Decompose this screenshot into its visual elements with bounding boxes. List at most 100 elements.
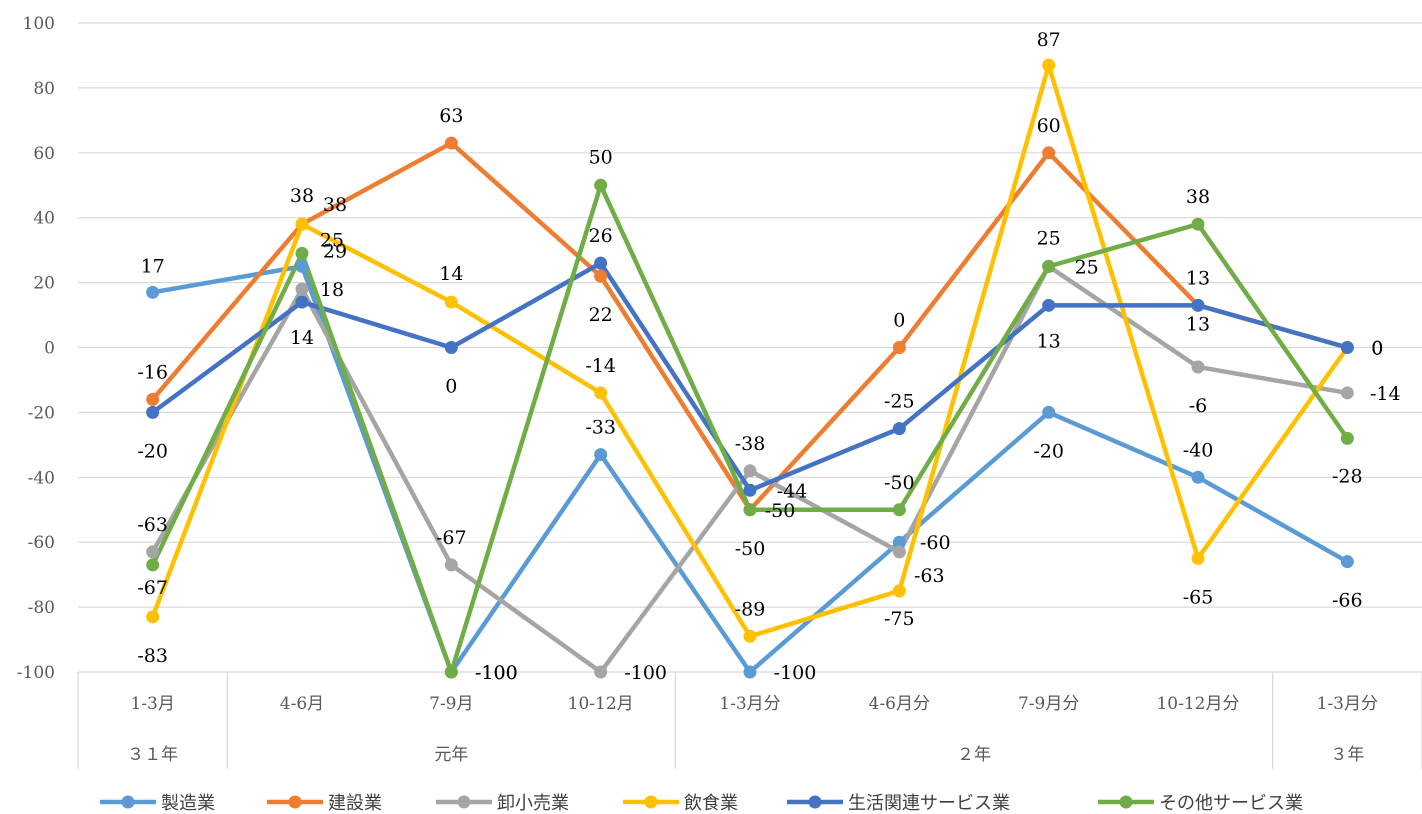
- data-point: [1042, 146, 1056, 160]
- group-label: ３１年: [127, 745, 178, 765]
- data-point: [1191, 551, 1205, 565]
- y-axis: 100 80 60 40 20 0 -20 -40 -60 -80 -100: [17, 14, 55, 683]
- data-point: [892, 545, 906, 559]
- data-label: 13: [1037, 330, 1061, 352]
- y-tick-label: -80: [28, 598, 55, 618]
- data-point: [1340, 386, 1354, 400]
- data-point: [594, 269, 608, 283]
- y-tick-label: -40: [28, 468, 55, 488]
- data-point: [1042, 405, 1056, 419]
- x-tick-label: 10-12月: [568, 694, 634, 714]
- data-label: 38: [290, 185, 314, 207]
- data-point: [892, 503, 906, 517]
- y-tick-label: -100: [17, 663, 55, 683]
- legend-label: 生活関連サービス業: [848, 793, 1010, 814]
- x-tick-label: 7-9月: [429, 694, 473, 714]
- y-tick-label: 100: [23, 14, 55, 34]
- data-point: [1340, 555, 1354, 569]
- legend-label: 製造業: [161, 793, 215, 814]
- legend-label: 飲食業: [684, 793, 738, 814]
- x-tick-label: 1-3月: [130, 694, 174, 714]
- data-label: 25: [1037, 227, 1061, 249]
- data-label: 0: [893, 310, 905, 332]
- legend-marker: [288, 795, 302, 809]
- data-label: -20: [1033, 440, 1064, 462]
- data-label: 38: [323, 194, 347, 216]
- legend-marker: [644, 795, 658, 809]
- legend: 製造業 建設業 卸小売業 飲食業 生活関連サービス業 その他サービス業: [100, 793, 1303, 814]
- x-tick-label: 1-3月分: [719, 694, 780, 714]
- data-point: [594, 178, 608, 192]
- data-label: -20: [137, 440, 168, 462]
- data-label: -50: [765, 500, 796, 522]
- data-label: -28: [1332, 465, 1363, 487]
- x-tick-label: 1-3月分: [1317, 694, 1378, 714]
- data-label: -67: [137, 577, 168, 599]
- data-point: [1340, 431, 1354, 445]
- data-label: 13: [1186, 313, 1210, 335]
- data-label: 18: [320, 279, 344, 301]
- x-tick-label: 4-6月: [280, 694, 324, 714]
- data-label: 60: [1037, 115, 1061, 137]
- data-point: [743, 665, 757, 679]
- y-tick-label: -60: [28, 533, 55, 553]
- legend-marker: [121, 795, 135, 809]
- data-point: [1042, 58, 1056, 72]
- y-tick-label: 80: [33, 79, 55, 99]
- data-point: [295, 217, 309, 231]
- data-point: [892, 422, 906, 436]
- data-label: -67: [436, 527, 467, 549]
- data-label: -75: [884, 608, 915, 630]
- data-label: -100: [475, 662, 518, 684]
- data-label: -50: [735, 538, 766, 560]
- data-point: [295, 282, 309, 296]
- x-tick-label: 10-12月分: [1156, 694, 1239, 714]
- y-tick-label: 0: [44, 339, 55, 359]
- data-label: 14: [439, 263, 463, 285]
- x-axis: 1-3月 4-6月 7-9月 10-12月 1-3月分 4-6月分 7-9月分 10-12月分…: [77, 672, 1422, 769]
- data-label: 17: [141, 255, 165, 277]
- data-label: -89: [735, 598, 766, 620]
- data-point: [892, 584, 906, 598]
- data-label: -65: [1183, 586, 1214, 608]
- data-label: -100: [624, 662, 667, 684]
- legend-marker: [808, 795, 822, 809]
- data-point: [146, 558, 160, 572]
- data-label: -38: [735, 433, 766, 455]
- data-point: [743, 464, 757, 478]
- data-label: -83: [137, 645, 168, 667]
- data-label: -60: [920, 532, 951, 554]
- data-label: 25: [1075, 256, 1099, 278]
- data-label: -66: [1332, 590, 1363, 612]
- data-point: [444, 341, 458, 354]
- data-point: [1042, 259, 1056, 273]
- data-point: [892, 341, 906, 354]
- data-point: [1191, 360, 1205, 374]
- data-label: 38: [1186, 186, 1210, 208]
- data-point: [295, 259, 309, 273]
- series-lines: [150, 62, 1350, 675]
- data-point: [594, 665, 608, 679]
- data-label: 87: [1037, 29, 1061, 51]
- data-label: -63: [914, 565, 945, 587]
- data-label: 0: [1371, 338, 1383, 360]
- data-label: 0: [1371, 338, 1383, 360]
- data-label: 26: [589, 225, 613, 247]
- data-label: -100: [774, 662, 817, 684]
- y-tick-label: -20: [28, 403, 55, 423]
- data-label: 14: [290, 327, 314, 349]
- data-point: [1340, 341, 1354, 354]
- data-point: [444, 665, 458, 679]
- data-point: [892, 535, 906, 549]
- x-tick-label: 4-6月分: [869, 694, 930, 714]
- y-tick-label: 40: [33, 209, 55, 229]
- data-point: [594, 448, 608, 462]
- data-point: [1191, 298, 1205, 312]
- data-label: -14: [1370, 383, 1401, 405]
- data-label: -25: [884, 391, 915, 413]
- data-label: 29: [323, 240, 347, 262]
- data-label: 22: [589, 304, 613, 326]
- group-label: 元年: [434, 745, 468, 765]
- group-label: ２年: [957, 745, 991, 765]
